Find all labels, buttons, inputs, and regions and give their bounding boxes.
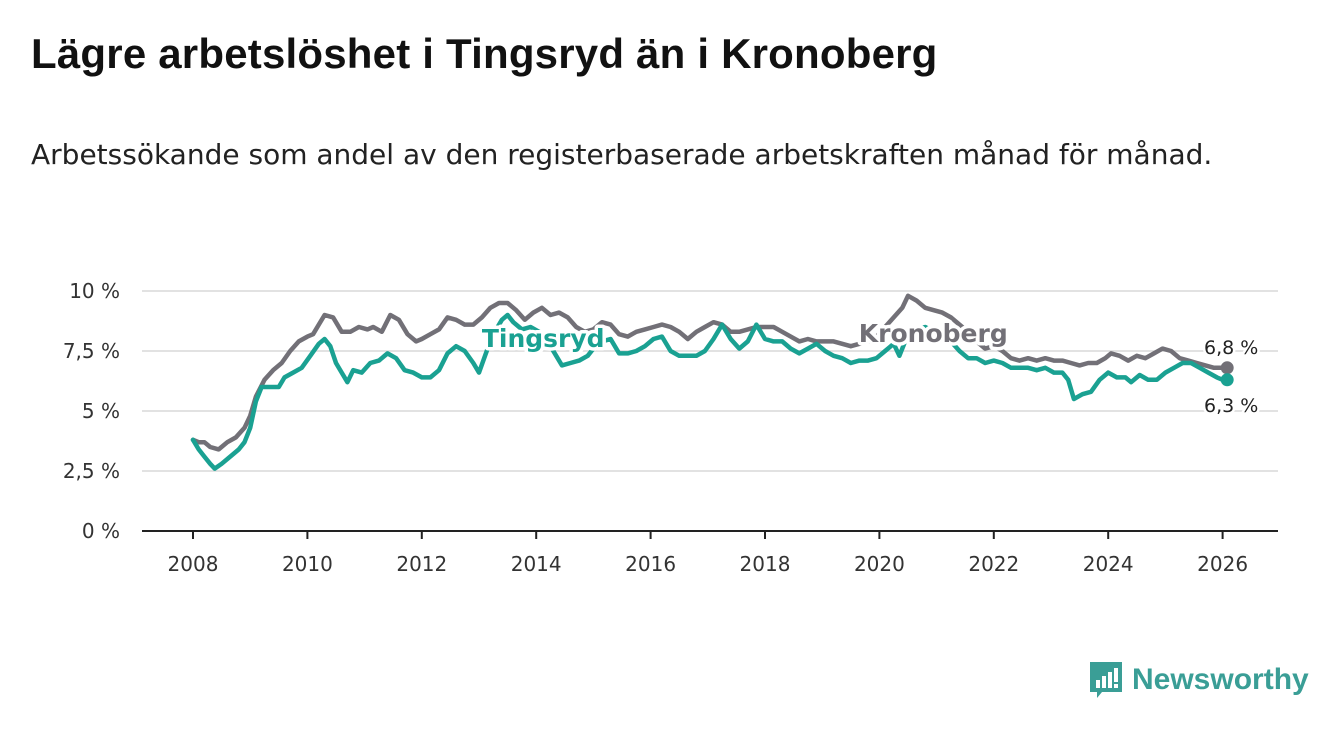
x-axis: 2008 2010 2012 2014 2016 2018 2020 2022 2024 2026 [142,530,1278,576]
series-line-kronoberg [190,293,1230,452]
x-tick-label: 2014 [511,552,562,576]
y-tick-label: 7,5 % [63,339,120,363]
grid-lines [142,290,1278,472]
chart-title: Lägre arbetslöshet i Tingsryd än i Krono… [31,30,938,77]
x-tick-label: 2022 [968,552,1019,576]
end-value-label-kronoberg: 6,8 % [1204,337,1258,359]
end-point-tingsryd [1220,373,1234,387]
series-label-kronoberg: Kronoberg [859,319,1008,348]
series-line-tingsryd [190,312,1230,471]
x-tick-label: 2008 [168,552,219,576]
series-labels: Kronoberg Tingsryd 6,8 % 6,3 % [478,316,1260,420]
end-point-kronoberg [1220,361,1234,375]
chart-subtitle: Arbetssökande som andel av den registerb… [31,138,1213,171]
x-tick-label: 2016 [625,552,676,576]
y-tick-label: 10 % [69,279,120,303]
x-tick-label: 2020 [854,552,905,576]
newsworthy-logo-icon [1090,662,1122,698]
y-tick-label: 5 % [82,399,120,423]
end-value-label-tingsryd: 6,3 % [1204,395,1258,417]
series-label-tingsryd: Tingsryd [482,324,605,353]
x-tick-label: 2024 [1083,552,1134,576]
x-tick-label: 2026 [1197,552,1248,576]
y-tick-label: 0 % [82,519,120,543]
newsworthy-brand: Newsworthy [1088,660,1309,700]
brand-name: Newsworthy [1132,663,1309,696]
series-lines [190,293,1234,471]
y-axis-ticks: 0 % 2,5 % 5 % 7,5 % 10 % [63,279,120,543]
x-tick-label: 2010 [282,552,333,576]
x-tick-label: 2018 [740,552,791,576]
x-tick-label: 2012 [396,552,447,576]
y-tick-label: 2,5 % [63,459,120,483]
